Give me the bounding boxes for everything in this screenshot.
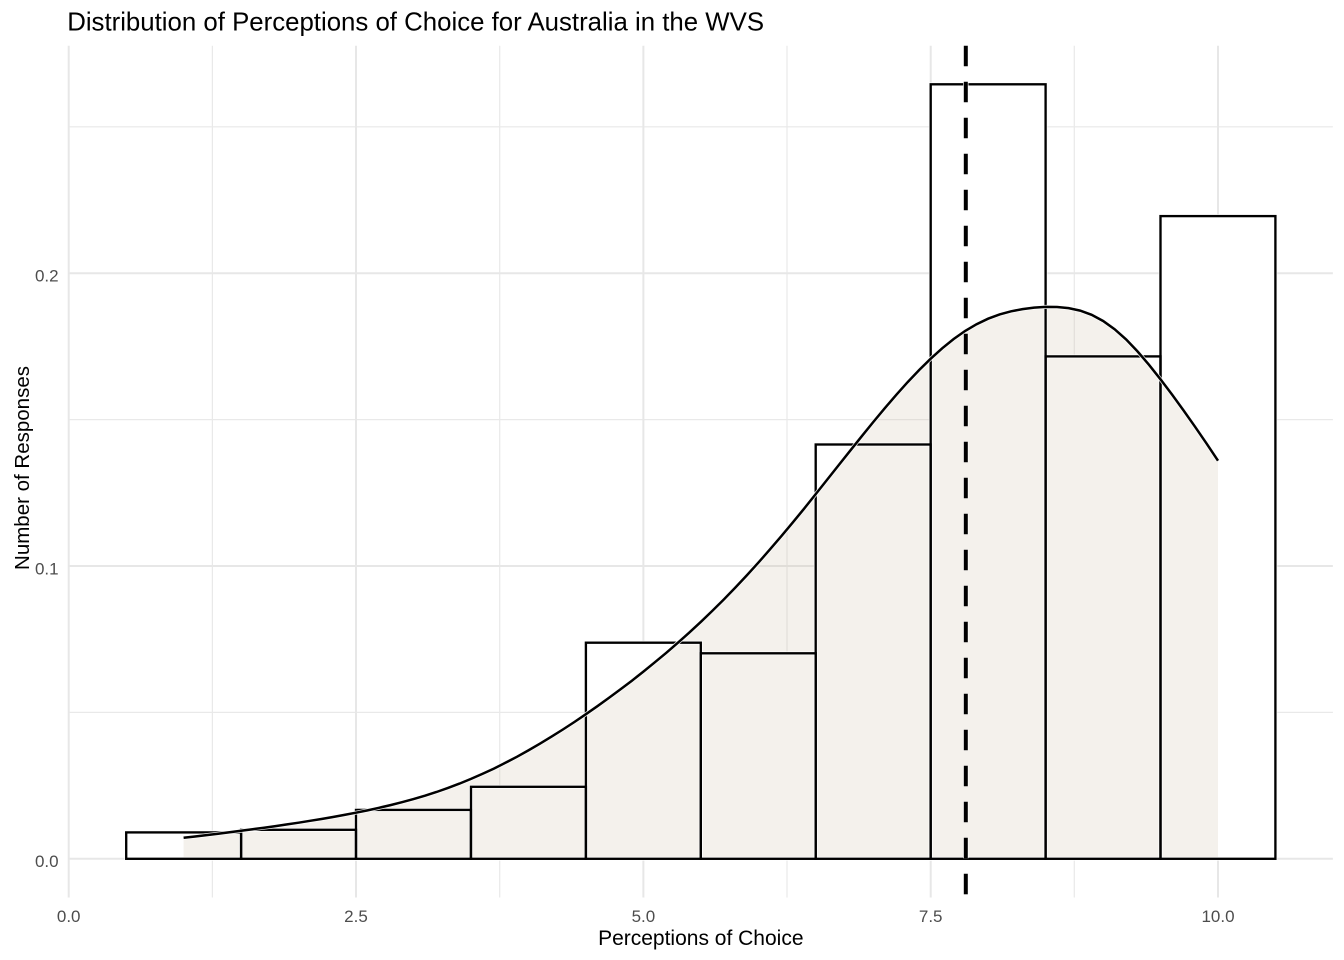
svg-text:0.0: 0.0 [57,907,81,926]
svg-text:Perceptions of Choice: Perceptions of Choice [598,927,803,950]
svg-text:Number of Responses: Number of Responses [11,366,34,570]
svg-text:10.0: 10.0 [1201,907,1234,926]
svg-text:Distribution of Perceptions of: Distribution of Perceptions of Choice fo… [67,9,764,37]
svg-text:0.0: 0.0 [35,852,59,871]
svg-text:7.5: 7.5 [919,907,943,926]
svg-text:0.2: 0.2 [35,267,59,286]
svg-text:0.1: 0.1 [35,559,59,578]
svg-text:2.5: 2.5 [344,907,368,926]
svg-text:5.0: 5.0 [632,907,656,926]
